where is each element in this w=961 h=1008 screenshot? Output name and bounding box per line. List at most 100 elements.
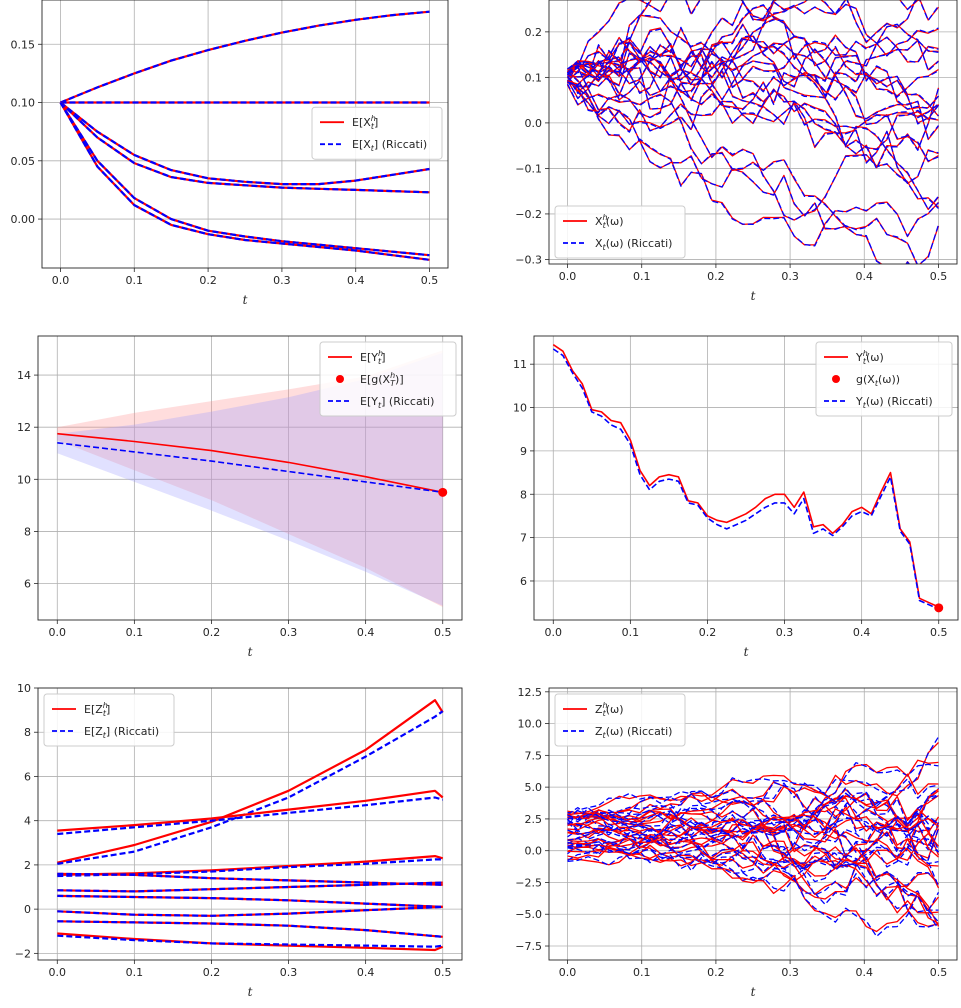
series-line-red [60,10,430,104]
series-line-blue [59,101,430,261]
legend-box [319,341,457,417]
x-tick-label: 0.2 [203,626,221,639]
plot-area [566,0,940,264]
y-tick-label: 10 [513,402,527,415]
y-tick-label: −7.5 [515,940,542,953]
y-tick-label: 0.10 [11,97,36,110]
y-tick-label: −5.0 [515,908,542,921]
path-line-blue [566,34,940,140]
legend-label: Zt(ω) (Riccati) [595,725,672,740]
x-tick-label: 0.4 [853,626,871,639]
x-tick-label: 0.3 [273,274,291,287]
series-line-blue [60,10,430,104]
y-tick-label: −0.1 [515,162,542,175]
path-line-blue [567,47,939,119]
series-line-blue [57,796,444,836]
x-tick-label: 0.4 [856,270,874,283]
path-line-blue [567,823,940,912]
x-tick-label: 0.2 [707,966,725,979]
x-tick-label: 0.5 [930,626,948,639]
y-tick-label: 5.0 [525,781,543,794]
series-line-blue [59,101,430,257]
x-tick-label: 0.0 [559,270,577,283]
x-tick-label: 0.5 [434,966,452,979]
legend: Xh t(ω) Xt(ω) (Riccati) [554,205,686,259]
series-line-blue [57,894,443,908]
plot-area [57,699,444,952]
legend-label: E[Yt] (Riccati) [360,395,434,410]
x-axis-label: t [248,985,253,999]
legend-box [554,693,686,747]
legend: E[Zh t] E[Zt] (Riccati) [43,693,175,747]
x-tick-label: 0.1 [126,966,144,979]
legend: E[Xh t] E[Xt] (Riccati) [311,106,443,160]
path-line-red [567,774,939,822]
legend-marker [832,375,840,383]
x-tick-label: 0.3 [280,626,298,639]
x-tick-label: 0.5 [930,270,948,283]
x-tick-label: 0.1 [126,274,144,287]
path-line-blue [566,23,939,111]
x-axis-label: t [744,645,749,659]
terminal-marker [438,487,448,497]
series-line-blue [57,710,444,865]
legend-label: E[Xt] (Riccati) [352,138,427,153]
y-tick-label: −2 [15,947,31,960]
x-tick-label: 0.2 [203,966,221,979]
x-tick-label: 0.0 [49,966,67,979]
y-tick-label: 6 [24,578,31,591]
x-tick-label: 0.1 [633,966,651,979]
path-line-blue [566,72,939,129]
x-tick-label: 0.3 [781,270,799,283]
path-line-blue [567,798,939,850]
y-tick-label: 6 [520,575,527,588]
legend-label: g(Xt(ω)) [856,373,900,388]
series-line-blue [57,920,443,938]
series-line-red [552,344,940,608]
path-line-blue [567,790,939,853]
series-line-red [57,789,444,832]
y-tick-label: 10.0 [518,718,543,731]
legend-label: E[g(Xh T)] [360,371,404,388]
y-tick-label: 10 [17,682,31,695]
series-line-blue [552,348,940,610]
path-line-red [567,834,939,914]
legend: E[Yh t] E[g(Xh T)] E[Yt] (Riccati) [319,341,457,417]
legend-box [311,106,443,160]
series-line-blue [57,881,443,893]
legend: Zh t(ω) Zt(ω) (Riccati) [554,693,686,747]
path-line-blue [567,814,940,868]
series-line-blue [57,934,443,948]
axes-frame [533,335,959,621]
path-line-red [567,759,939,829]
x-tick-label: 0.3 [280,966,298,979]
legend-box [43,693,175,747]
y-tick-label: 14 [17,369,31,382]
y-tick-label: 2 [24,859,31,872]
series-line-red [57,432,443,494]
y-tick-label: 0.2 [525,26,543,39]
legend-label: Yh t(ω) [855,349,884,366]
path-line-blue [567,19,939,87]
grid: 0.0 0.1 0.2 0.3 0.4 0.5 6 7 8 9 10 11 [513,336,958,639]
axes-frame [548,0,958,265]
path-line-blue [567,28,939,184]
path-line-blue [567,0,918,110]
path-line-blue [567,80,911,264]
y-tick-label: 8 [24,726,31,739]
x-tick-label: 0.4 [856,966,874,979]
y-tick-label: 0.05 [11,155,36,168]
y-tick-label: 0.00 [11,213,36,226]
x-tick-label: 0.0 [559,966,577,979]
path-line-blue [567,24,940,110]
terminal-marker [934,603,944,613]
chart-5: 0.0 0.1 0.2 0.3 0.4 0.5 −2 0 2 4 6 8 10 t E[Zh t] E[Zt] … [15,682,463,999]
x-axis-label: t [751,985,756,999]
axes-frame [37,335,463,621]
x-tick-label: 0.4 [347,274,365,287]
series-line-red [57,854,444,876]
path-line-blue [567,799,939,859]
path-line-red [566,27,940,169]
path-line-blue [567,778,939,828]
